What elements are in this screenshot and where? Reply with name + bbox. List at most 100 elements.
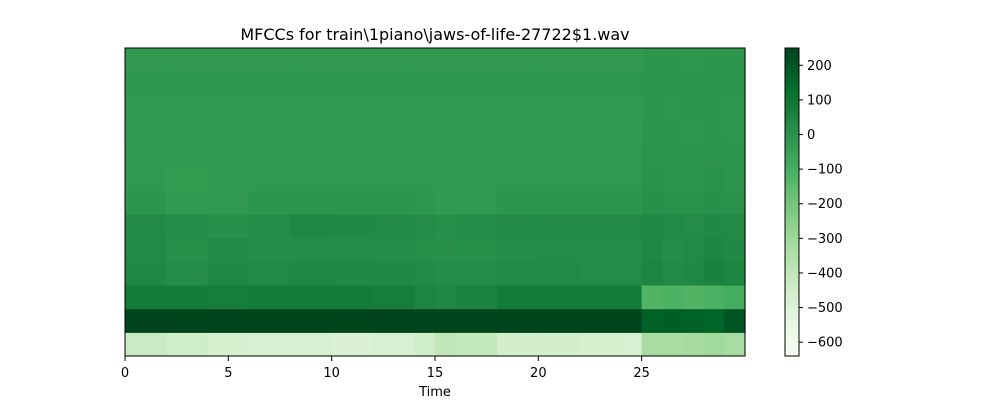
heatmap-cell bbox=[331, 142, 374, 168]
heatmap-cell bbox=[662, 142, 684, 168]
heatmap-cell bbox=[290, 71, 333, 96]
heatmap-cell bbox=[166, 166, 209, 191]
heatmap-cell bbox=[373, 190, 415, 215]
heatmap-cell bbox=[683, 95, 705, 120]
heatmap-cell bbox=[641, 142, 663, 168]
heatmap-cell bbox=[621, 119, 643, 144]
heatmap-cell bbox=[497, 308, 539, 333]
heatmap-cell bbox=[373, 142, 415, 168]
heatmap-cell bbox=[331, 119, 374, 144]
heatmap-cell bbox=[703, 213, 725, 239]
heatmap-cell bbox=[497, 71, 539, 96]
heatmap-cell bbox=[373, 71, 415, 96]
heatmap-cell bbox=[703, 190, 725, 215]
heatmap-cell bbox=[621, 190, 643, 215]
heatmap-cell bbox=[373, 237, 415, 262]
colorbar-tick-label: 200 bbox=[807, 59, 832, 74]
heatmap-cell bbox=[683, 213, 705, 239]
heatmap-cell bbox=[414, 213, 436, 239]
heatmap-cell bbox=[538, 190, 581, 215]
heatmap-cell bbox=[538, 261, 581, 286]
heatmap-cell bbox=[662, 332, 684, 357]
heatmap-cell bbox=[249, 190, 291, 215]
heatmap-cell bbox=[579, 48, 622, 73]
heatmap-cell bbox=[621, 261, 643, 286]
heatmap-cell bbox=[662, 48, 684, 73]
chart-title: MFCCs for train\1piano\jaws-of-life-2772… bbox=[240, 25, 629, 44]
colorbar-axis: 200 100 0 −100 −200 −300 −400 −500 −600 bbox=[799, 59, 843, 351]
colorbar-tick-label: −400 bbox=[807, 266, 843, 281]
heatmap-cell bbox=[435, 237, 457, 262]
heatmap-cell bbox=[125, 284, 167, 310]
heatmap-cell bbox=[703, 48, 725, 73]
heatmap-cell bbox=[414, 95, 436, 120]
heatmap-cell bbox=[538, 166, 581, 191]
heatmap-cell bbox=[683, 166, 705, 191]
heatmap-cell bbox=[641, 332, 663, 357]
heatmap-cell bbox=[621, 166, 643, 191]
heatmap-cell bbox=[290, 284, 333, 310]
heatmap-cell bbox=[497, 332, 539, 357]
heatmap-cell bbox=[207, 190, 250, 215]
heatmap-cell bbox=[538, 48, 581, 73]
x-tick-label: 10 bbox=[323, 366, 340, 381]
heatmap-cell bbox=[373, 48, 415, 73]
heatmap-cell bbox=[621, 213, 643, 239]
heatmap-cell bbox=[249, 71, 291, 96]
heatmap-cell bbox=[724, 190, 746, 215]
heatmap-cell bbox=[435, 213, 457, 239]
heatmap-cell bbox=[724, 95, 746, 120]
heatmap-cell bbox=[373, 308, 415, 333]
heatmap-cell bbox=[703, 166, 725, 191]
heatmap-cell bbox=[455, 119, 498, 144]
heatmap-cell bbox=[724, 48, 746, 73]
heatmap-cell bbox=[579, 95, 622, 120]
heatmap-cell bbox=[724, 71, 746, 96]
heatmap-cell bbox=[207, 142, 250, 168]
heatmap-cell bbox=[125, 119, 167, 144]
heatmap-cell bbox=[249, 119, 291, 144]
heatmap-cell bbox=[435, 284, 457, 310]
colorbar bbox=[784, 47, 800, 357]
heatmap-cell bbox=[435, 261, 457, 286]
heatmap-cell bbox=[724, 213, 746, 239]
heatmap-cell bbox=[290, 190, 333, 215]
heatmap-cell bbox=[497, 284, 539, 310]
heatmap-cell bbox=[662, 71, 684, 96]
heatmap-cell bbox=[703, 119, 725, 144]
heatmap-cell bbox=[579, 142, 622, 168]
heatmap-cell bbox=[290, 95, 333, 120]
heatmap-cell bbox=[724, 119, 746, 144]
heatmap-cell bbox=[538, 119, 581, 144]
heatmap-cell bbox=[290, 237, 333, 262]
heatmap-cell bbox=[703, 332, 725, 357]
heatmap-cell bbox=[166, 308, 209, 333]
heatmap-cell bbox=[497, 95, 539, 120]
heatmap-cell bbox=[125, 213, 167, 239]
heatmap-cell bbox=[166, 213, 209, 239]
colorbar-tick-label: −100 bbox=[807, 163, 843, 178]
x-axis: 0 5 10 15 20 25 bbox=[121, 356, 650, 381]
heatmap-cell bbox=[683, 71, 705, 96]
heatmap-cell bbox=[497, 119, 539, 144]
heatmap-cell bbox=[641, 237, 663, 262]
heatmap-cell bbox=[373, 284, 415, 310]
colorbar-tick-label: 0 bbox=[807, 128, 815, 143]
heatmap-cell bbox=[290, 48, 333, 73]
heatmap-cell bbox=[331, 166, 374, 191]
heatmap-cell bbox=[435, 71, 457, 96]
heatmap-cell bbox=[724, 166, 746, 191]
heatmap-cell bbox=[435, 166, 457, 191]
heatmap-cell bbox=[331, 48, 374, 73]
heatmap-cell bbox=[166, 284, 209, 310]
heatmap-cell bbox=[662, 213, 684, 239]
heatmap-cell bbox=[497, 142, 539, 168]
x-tick-label: 5 bbox=[224, 366, 232, 381]
heatmap-cell bbox=[373, 166, 415, 191]
heatmap-cell bbox=[538, 213, 581, 239]
heatmap-cell bbox=[497, 190, 539, 215]
heatmap-cell bbox=[579, 71, 622, 96]
heatmap-cell bbox=[435, 190, 457, 215]
heatmap-cell bbox=[621, 237, 643, 262]
heatmap-cell bbox=[621, 71, 643, 96]
